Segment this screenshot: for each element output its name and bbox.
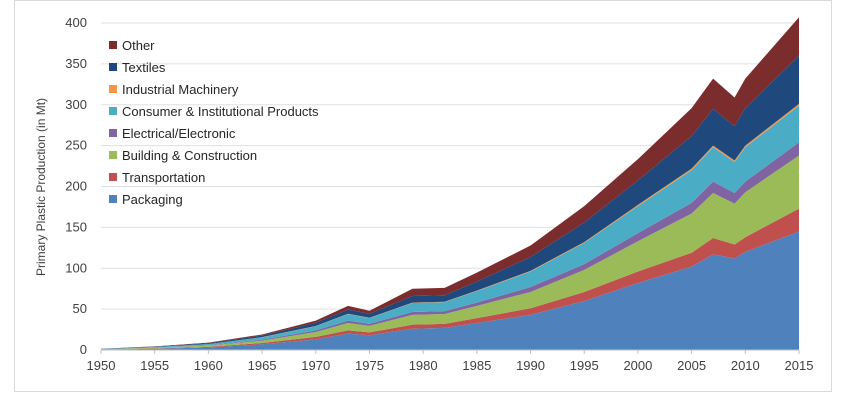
- x-tick-label: 1995: [570, 358, 599, 373]
- y-tick-label: 350: [65, 56, 87, 71]
- y-tick-label: 50: [73, 301, 87, 316]
- legend-swatch-other: [109, 41, 117, 49]
- x-tick-label: 1980: [409, 358, 438, 373]
- x-tick-label: 2010: [731, 358, 760, 373]
- chart-frame: 0 50 100 150 200 250 300 350 400 1950 1955 1960 1965…: [14, 0, 832, 392]
- legend-label-electrical-electronic: Electrical/Electronic: [122, 126, 236, 141]
- area-packaging: [101, 231, 799, 350]
- legend-label-industrial-machinery: Industrial Machinery: [122, 82, 239, 97]
- legend-swatch-transportation: [109, 173, 117, 181]
- legend-label-packaging: Packaging: [122, 192, 183, 207]
- area-series-layer: [101, 17, 799, 350]
- area-building-construction: [101, 155, 799, 350]
- x-tick-label: 2015: [785, 358, 814, 373]
- legend-swatch-packaging: [109, 195, 117, 203]
- y-tick-label: 100: [65, 260, 87, 275]
- y-axis-title: Primary Plastic Production (in Mt): [34, 98, 48, 276]
- legend-swatch-building-construction: [109, 151, 117, 159]
- x-tick-label: 1985: [462, 358, 491, 373]
- y-tick-label: 200: [65, 179, 87, 194]
- area-industrial-machinery: [101, 103, 799, 349]
- legend-label-transportation: Transportation: [122, 170, 205, 185]
- legend-swatch-textiles: [109, 63, 117, 71]
- x-tick-label: 2000: [623, 358, 652, 373]
- x-tick-label: 1955: [140, 358, 169, 373]
- legend-swatch-electrical-electronic: [109, 129, 117, 137]
- y-tick-label: 150: [65, 219, 87, 234]
- legend: Other Textiles Industrial Machinery Consume…: [109, 38, 319, 207]
- x-tick-label: 2005: [677, 358, 706, 373]
- x-tick-label: 1965: [248, 358, 277, 373]
- x-tick-label: 1970: [301, 358, 330, 373]
- x-tick-label: 1975: [355, 358, 384, 373]
- y-tick-label: 400: [65, 15, 87, 30]
- y-tick-label: 250: [65, 138, 87, 153]
- x-tick-label: 1950: [87, 358, 116, 373]
- legend-label-consumer-institutional-products: Consumer & Institutional Products: [122, 104, 319, 119]
- legend-label-other: Other: [122, 38, 155, 53]
- y-tick-label: 300: [65, 97, 87, 112]
- x-tick-label: 1960: [194, 358, 223, 373]
- legend-swatch-consumer-institutional-products: [109, 107, 117, 115]
- x-tick-label: 1990: [516, 358, 545, 373]
- legend-swatch-industrial-machinery: [109, 85, 117, 93]
- legend-label-building-construction: Building & Construction: [122, 148, 257, 163]
- legend-label-textiles: Textiles: [122, 60, 166, 75]
- area-consumer-institutional-products: [101, 105, 799, 350]
- grid-lines: [101, 22, 799, 310]
- stacked-area-chart: 0 50 100 150 200 250 300 350 400 1950 1955 1960 1965…: [34, 15, 813, 373]
- y-tick-label: 0: [80, 342, 87, 357]
- axes: 0 50 100 150 200 250 300 350 400 1950 1955 1960 1965…: [65, 15, 813, 373]
